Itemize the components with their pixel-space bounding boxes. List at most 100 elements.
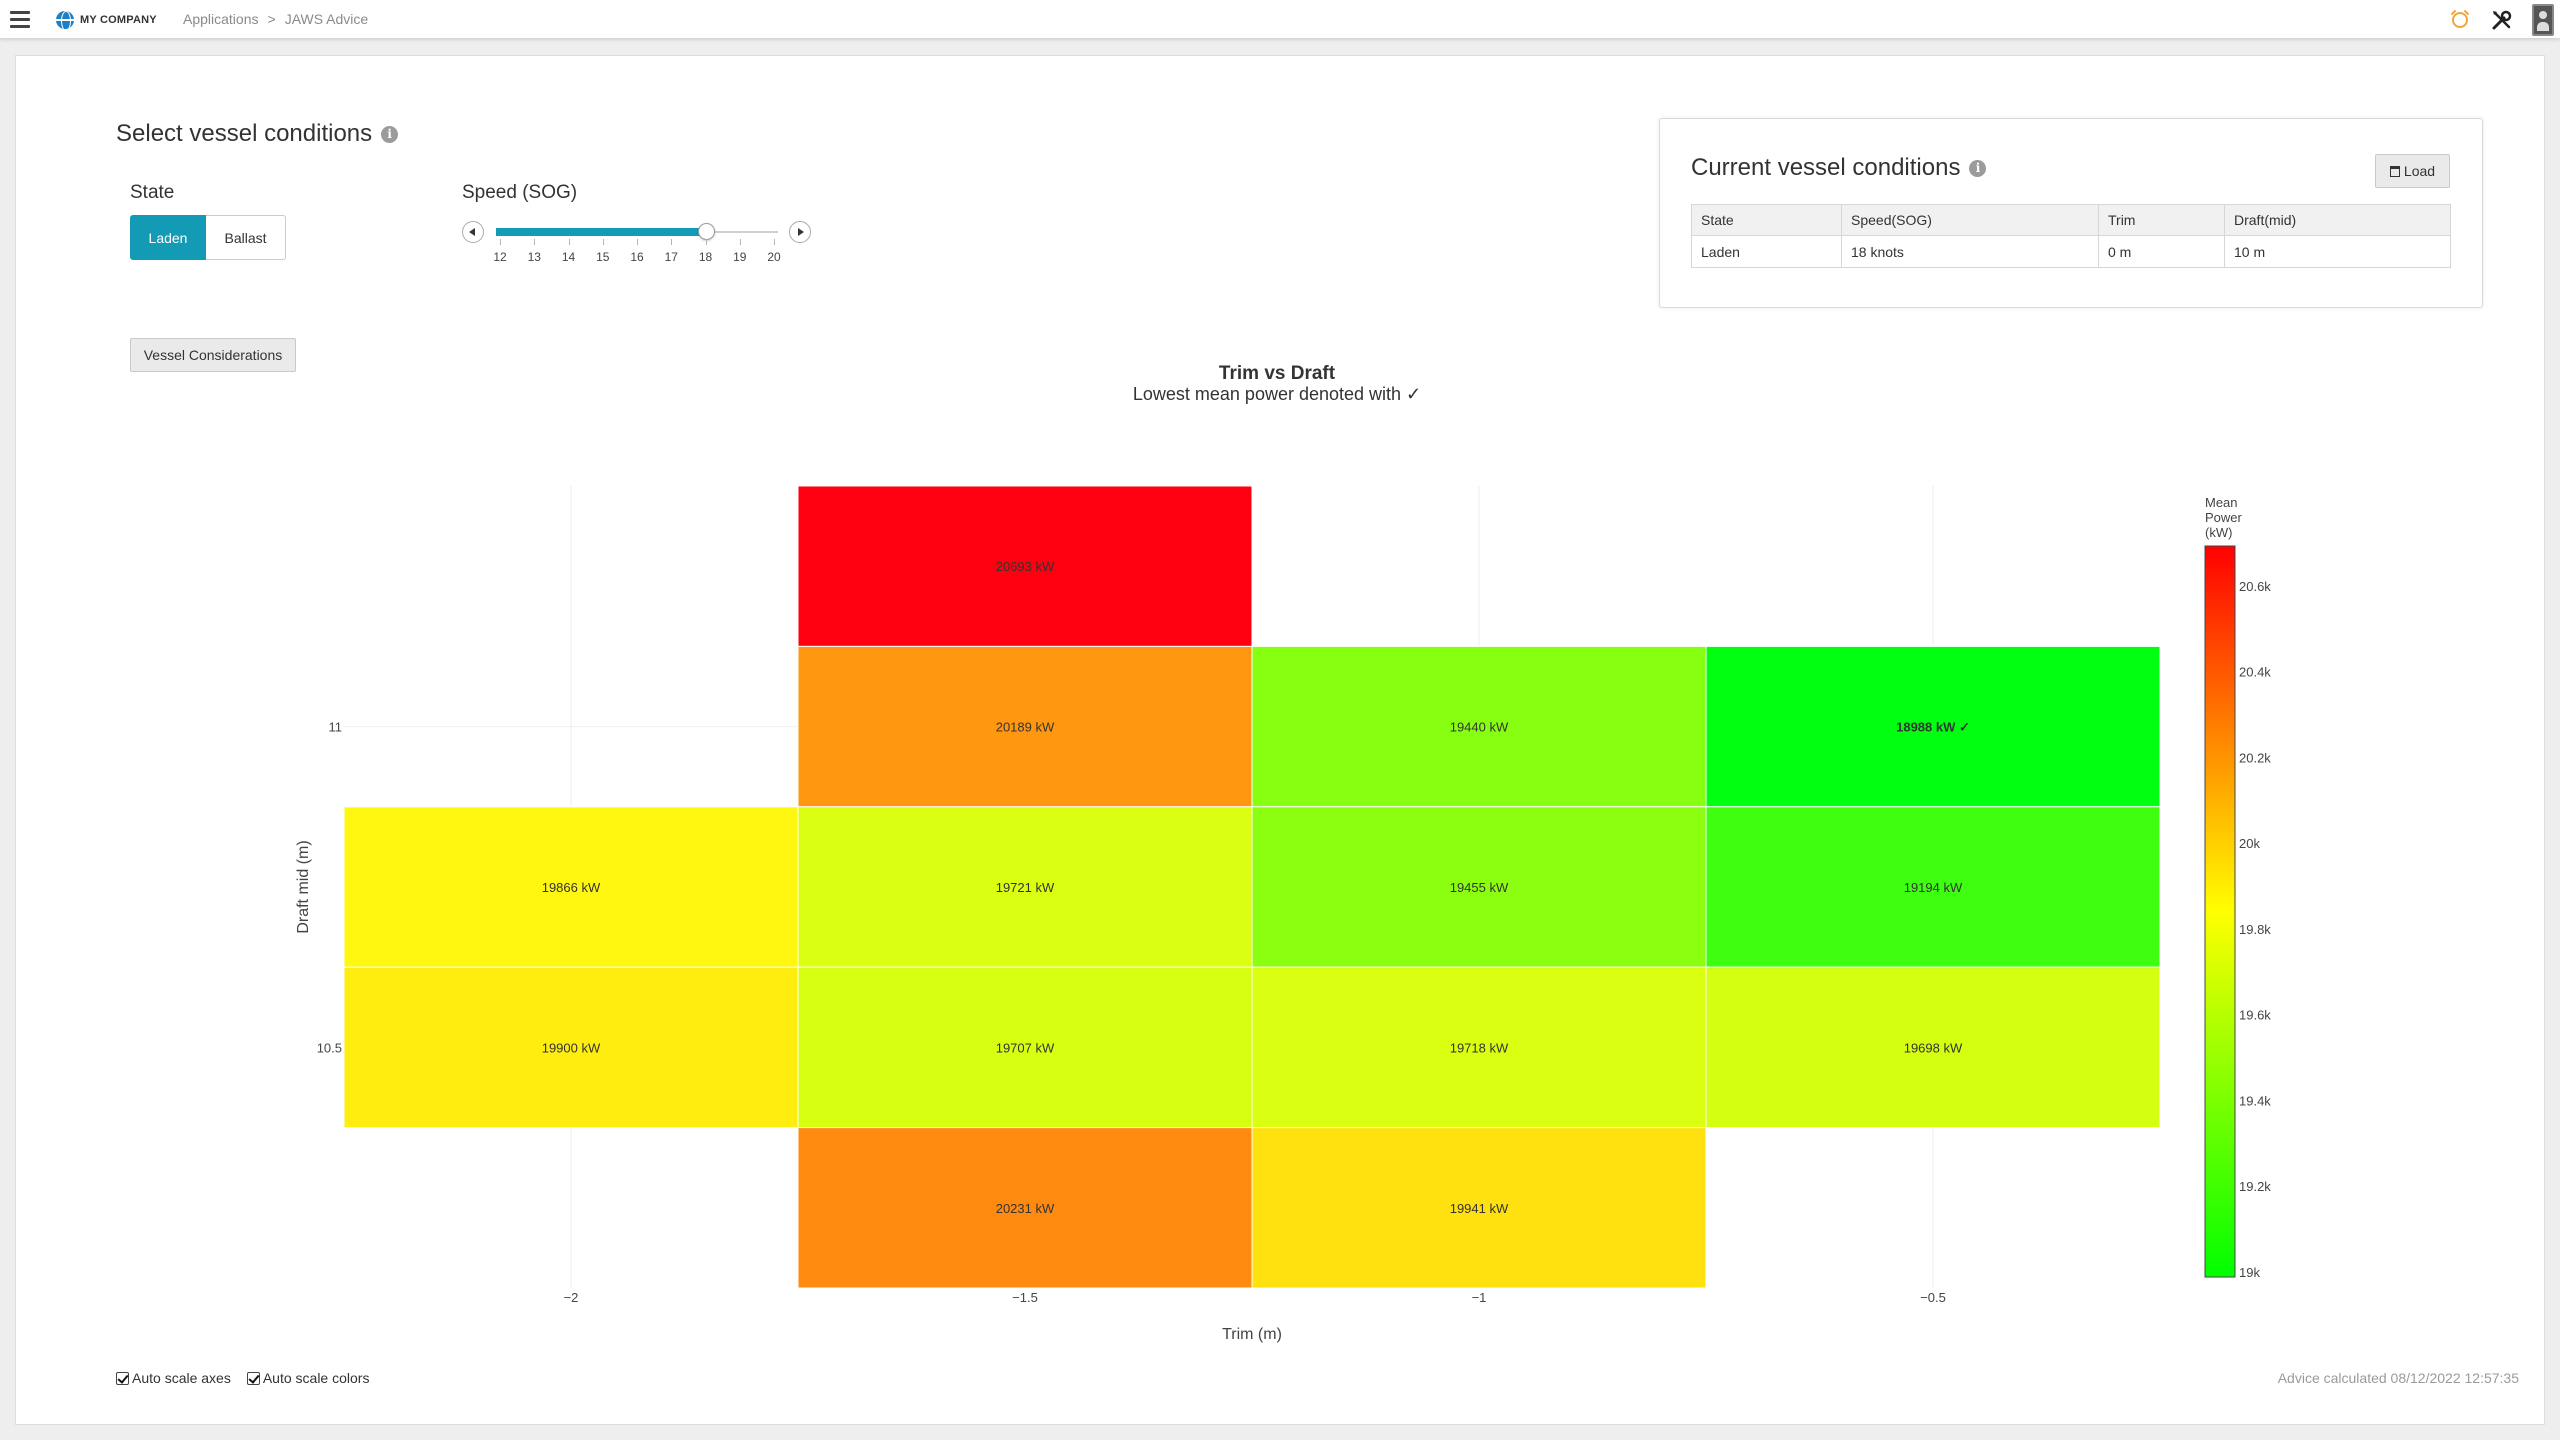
heatmap-cell	[1251, 806, 1707, 968]
heatmap-cell	[343, 806, 799, 968]
speed-tick	[534, 239, 536, 245]
state-toggle: Laden Ballast	[130, 215, 286, 260]
speed-tick-label: 12	[493, 250, 507, 264]
cell-value-label: 19900 kW	[542, 1040, 601, 1055]
cell-value-label: 19707 kW	[996, 1040, 1055, 1055]
colorbar-tick-label: 20.6k	[2239, 579, 2271, 594]
cell-value-label: 18988 kW ✓	[1896, 720, 1970, 735]
cell-value-label: 20231 kW	[996, 1201, 1055, 1216]
x-tick-label: −1.5	[1012, 1290, 1038, 1305]
speed-decrease-arrow-icon[interactable]	[462, 221, 484, 243]
header-speed: Speed(SOG)	[1841, 204, 2099, 236]
speed-tick	[637, 239, 638, 245]
speed-tick	[705, 239, 707, 245]
heatmap-cell	[797, 806, 1253, 968]
heatmap-cell	[1705, 645, 2161, 808]
cell-value-label: 19866 kW	[542, 880, 601, 895]
auto-scale-colors-checkbox[interactable]: Auto scale colors	[246, 1370, 369, 1386]
auto-scale-axes-checkbox[interactable]: Auto scale axes	[116, 1370, 231, 1386]
company-logo[interactable]: MY COMPANY	[56, 10, 157, 30]
checkbox-icon[interactable]	[116, 1371, 129, 1385]
colorbar-tick-label: 20k	[2239, 836, 2260, 851]
speed-tick-label: 19	[733, 250, 747, 264]
menu-icon[interactable]	[10, 11, 30, 29]
load-icon	[2389, 165, 2400, 177]
breadcrumb-separator: >	[267, 11, 276, 27]
load-button[interactable]: Load	[2375, 154, 2450, 188]
heatmap-cell	[1705, 966, 2161, 1129]
heatmap-cell	[343, 966, 799, 1129]
info-icon[interactable]: i	[1969, 159, 1987, 177]
cell-value-label: 19721 kW	[996, 880, 1055, 895]
load-button-label: Load	[2403, 163, 2436, 179]
heatmap-cell	[797, 485, 1253, 647]
y-tick-label: 10.5	[317, 1040, 342, 1055]
heatmap-cell	[797, 645, 1253, 808]
user-avatar[interactable]	[2532, 3, 2554, 36]
cell-value-label: 20189 kW	[996, 720, 1055, 735]
table-header-row: State Speed(SOG) Trim Draft(mid)	[1691, 204, 2451, 236]
heatmap-cell	[1705, 806, 2161, 968]
brand-name: MY COMPANY	[80, 14, 157, 26]
breadcrumb-applications[interactable]: Applications	[183, 11, 259, 27]
cell-value-label: 19698 kW	[1904, 1040, 1963, 1055]
table-row: Laden 18 knots 0 m 10 m	[1691, 235, 2451, 268]
colorbar-title: Power	[2205, 510, 2243, 525]
x-axis-title: Trim (m)	[1222, 1326, 1282, 1343]
speed-tick	[500, 239, 501, 245]
notification-icon[interactable]	[2444, 4, 2476, 36]
laden-button[interactable]: Laden	[130, 215, 206, 260]
cell-state: Laden	[1691, 235, 1842, 268]
slider-fill	[496, 228, 706, 236]
chart-subtitle: Lowest mean power denoted with ✓	[1132, 384, 1422, 404]
speed-tick-label: 20	[767, 250, 781, 264]
speed-label: Speed (SOG)	[462, 182, 578, 203]
heatmap-cell	[1251, 645, 1707, 808]
heatmap-cell	[1251, 966, 1707, 1129]
colorbar-tick-label: 19k	[2239, 1265, 2260, 1280]
heatmap-cell	[797, 1127, 1253, 1289]
colorbar-tick-label: 19.6k	[2239, 1008, 2271, 1023]
speed-increase-arrow-icon[interactable]	[789, 221, 811, 243]
ballast-button[interactable]: Ballast	[206, 215, 286, 260]
state-label: State	[130, 182, 175, 203]
x-tick-label: −2	[564, 1290, 579, 1305]
cell-value-label: 19194 kW	[1904, 880, 1963, 895]
cell-value-label: 19440 kW	[1450, 720, 1509, 735]
speed-tick-label: 15	[596, 250, 610, 264]
current-conditions-heading: Current vessel conditions i	[1691, 154, 1987, 182]
breadcrumb-current: JAWS Advice	[284, 11, 369, 27]
cell-draft: 10 m	[2224, 235, 2451, 268]
speed-tick-label: 14	[561, 250, 576, 264]
checkbox-icon[interactable]	[246, 1371, 260, 1385]
cell-value-label: 19718 kW	[1450, 1040, 1509, 1055]
slider-track[interactable]	[496, 223, 778, 240]
tools-icon[interactable]	[2486, 4, 2518, 36]
x-tick-label: −0.5	[1920, 1290, 1946, 1305]
colorbar-title: Mean	[2205, 495, 2238, 510]
speed-tick-label: 17	[664, 250, 678, 264]
speed-tick	[568, 239, 570, 245]
speed-tick	[602, 239, 604, 245]
header-draft: Draft(mid)	[2224, 204, 2451, 236]
speed-tick	[774, 239, 775, 245]
vessel-considerations-button[interactable]: Vessel Considerations	[130, 338, 296, 372]
x-tick-label: −1	[1472, 1290, 1487, 1305]
info-icon[interactable]: i	[381, 125, 399, 143]
select-vessel-conditions-heading: Select vessel conditions i	[116, 120, 399, 148]
globe-icon	[56, 11, 74, 29]
heatmap-cell	[797, 966, 1253, 1129]
chart-options: Auto scale axes Auto scale colors	[116, 1370, 369, 1386]
current-conditions-card: Current vessel conditions i Load State S…	[1659, 118, 2483, 308]
advice-timestamp: Advice calculated 08/12/2022 12:57:35	[2277, 1370, 2519, 1386]
colorbar-tick-label: 20.4k	[2239, 665, 2271, 680]
y-axis-title: Draft mid (m)	[295, 840, 312, 933]
speed-slider[interactable]: 12 13 14 15 16 17 18 19 20	[462, 221, 812, 271]
top-actions	[2434, 0, 2560, 39]
chart-title: Trim vs Draft	[1218, 363, 1336, 384]
colorbar	[2204, 545, 2236, 1278]
cell-trim: 0 m	[2098, 235, 2225, 268]
y-tick-label: 11	[329, 720, 343, 735]
cell-speed: 18 knots	[1841, 235, 2099, 268]
